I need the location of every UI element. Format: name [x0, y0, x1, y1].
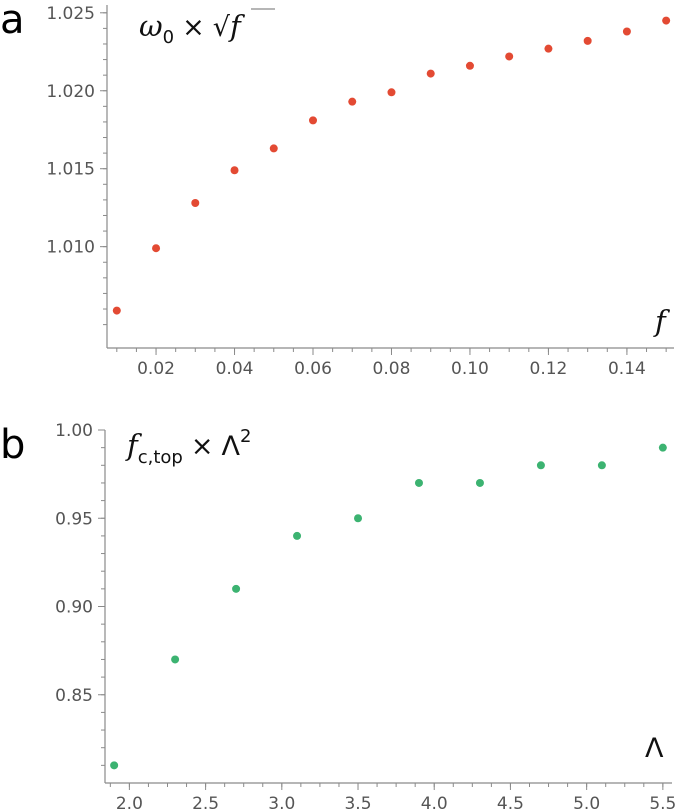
x-tick-label: 2.0: [116, 794, 143, 811]
y-tick-label: 0.95: [55, 509, 93, 529]
data-point: [505, 52, 514, 61]
data-point: [293, 531, 302, 540]
x-tick-label: 0.06: [294, 359, 332, 379]
panel-a-letter: a: [0, 0, 25, 43]
y-tick-label: 1.020: [46, 82, 95, 102]
x-tick-label: 0.04: [216, 359, 254, 379]
panel-b: b fc,top × Λ2 Λ 2.0 2.5 3.0 3.5 4.0 4.5 5.0 5.5 0.…: [0, 421, 676, 811]
data-point: [152, 244, 161, 253]
y-tick-label: 0.90: [55, 598, 93, 618]
x-tick-label: 5.0: [573, 794, 600, 811]
data-point: [110, 761, 119, 770]
data-point: [662, 16, 671, 25]
data-point: [269, 144, 278, 153]
data-point: [475, 478, 484, 487]
data-point: [597, 461, 606, 470]
panel-b-y-axis-title: fc,top × Λ2: [125, 426, 251, 468]
x-tick-label: 0.10: [451, 359, 489, 379]
x-tick-label: 3.0: [268, 794, 295, 811]
x-tick-label: 0.02: [137, 359, 175, 379]
y-tick-label: 1.00: [55, 421, 93, 441]
data-point: [354, 514, 363, 523]
data-point: [658, 443, 667, 452]
panel-a: a ω0 × √f f 0.02 0.04 0.06 0.08 0.10 0.12 0.14 1.…: [0, 0, 674, 379]
y-tick-label: 1.010: [46, 238, 95, 258]
data-point: [309, 116, 318, 125]
y-tick-label: 0.85: [55, 686, 93, 706]
data-point: [191, 199, 200, 208]
y-tick-label: 1.015: [46, 160, 95, 180]
data-point: [387, 88, 396, 97]
data-point: [232, 584, 241, 593]
panel-a-axes: 0.02 0.04 0.06 0.08 0.10 0.12 0.14 1.010 1.015 1.…: [46, 4, 674, 379]
y-tick-label: 1.025: [46, 4, 95, 24]
data-point: [171, 655, 180, 664]
x-tick-label: 4.0: [421, 794, 448, 811]
x-tick-label: 4.5: [497, 794, 524, 811]
x-tick-label: 2.5: [192, 794, 219, 811]
x-tick-label: 3.5: [344, 794, 371, 811]
panel-b-letter: b: [0, 422, 25, 468]
data-point: [465, 61, 474, 70]
panel-a-x-axis-title: f: [653, 304, 671, 338]
panel-b-x-axis-title: Λ: [645, 733, 664, 764]
x-tick-label: 0.08: [373, 359, 411, 379]
panel-a-points: [112, 16, 671, 315]
data-point: [583, 36, 592, 45]
data-point: [622, 27, 631, 36]
panel-b-axes: 2.0 2.5 3.0 3.5 4.0 4.5 5.0 5.5 0.85 0.90 0.95 1.00: [55, 421, 676, 811]
x-tick-label: 5.5: [649, 794, 676, 811]
data-point: [426, 69, 435, 78]
data-point: [544, 44, 553, 53]
x-tick-label: 0.14: [608, 359, 646, 379]
x-tick-label: 0.12: [530, 359, 568, 379]
data-point: [536, 461, 545, 470]
panel-b-points: [110, 443, 667, 770]
data-point: [414, 478, 423, 487]
data-point: [348, 97, 357, 106]
data-point: [112, 306, 121, 315]
panel-a-y-axis-title: ω0 × √f: [139, 9, 246, 48]
data-point: [230, 166, 239, 175]
